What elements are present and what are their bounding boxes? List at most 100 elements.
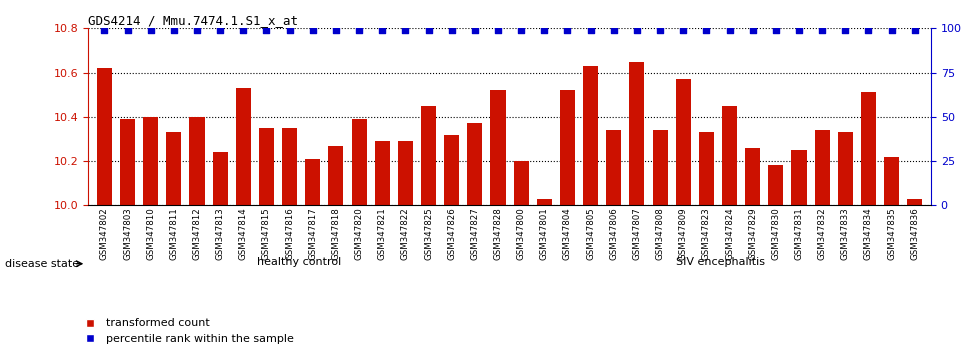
Point	[629, 27, 645, 33]
Bar	[167, 132, 181, 205]
Point	[444, 27, 460, 33]
Bar	[537, 199, 552, 205]
Bar	[745, 148, 760, 205]
Text: GSM347820: GSM347820	[355, 207, 364, 260]
Point	[490, 27, 506, 33]
Text: GSM347822: GSM347822	[401, 207, 410, 260]
Text: GSM347829: GSM347829	[748, 207, 758, 260]
Text: GSM347828: GSM347828	[494, 207, 503, 260]
Text: GSM347812: GSM347812	[192, 207, 202, 260]
Text: GSM347827: GSM347827	[470, 207, 479, 260]
Bar	[814, 130, 830, 205]
Bar	[907, 199, 922, 205]
Text: GSM347826: GSM347826	[447, 207, 457, 260]
Text: GSM347817: GSM347817	[309, 207, 318, 260]
Text: GSM347805: GSM347805	[586, 207, 595, 260]
Bar	[143, 117, 158, 205]
Point	[166, 27, 181, 33]
Bar	[398, 141, 413, 205]
Text: GSM347808: GSM347808	[656, 207, 664, 260]
Point	[838, 27, 854, 33]
Text: GSM347831: GSM347831	[795, 207, 804, 260]
Bar	[282, 128, 297, 205]
Point	[560, 27, 575, 33]
Bar	[699, 132, 714, 205]
Text: GSM347823: GSM347823	[702, 207, 710, 260]
Bar	[259, 128, 274, 205]
Point	[860, 27, 876, 33]
Text: GSM347821: GSM347821	[377, 207, 387, 260]
Bar	[560, 90, 575, 205]
Text: disease state: disease state	[5, 259, 79, 269]
Bar	[722, 106, 737, 205]
Text: GSM347800: GSM347800	[516, 207, 525, 260]
Bar	[374, 141, 390, 205]
Bar	[676, 79, 691, 205]
Point	[791, 27, 807, 33]
Point	[97, 27, 113, 33]
Bar	[884, 157, 900, 205]
Point	[189, 27, 205, 33]
Point	[213, 27, 228, 33]
Point	[583, 27, 599, 33]
Legend: transformed count, percentile rank within the sample: transformed count, percentile rank withi…	[74, 314, 299, 348]
Point	[305, 27, 320, 33]
Point	[884, 27, 900, 33]
Bar	[583, 66, 598, 205]
Text: GSM347804: GSM347804	[563, 207, 572, 260]
Point	[374, 27, 390, 33]
Point	[675, 27, 691, 33]
Bar	[120, 119, 135, 205]
Bar	[514, 161, 528, 205]
Text: GSM347818: GSM347818	[331, 207, 340, 260]
Point	[768, 27, 784, 33]
Bar	[838, 132, 853, 205]
Text: GSM347816: GSM347816	[285, 207, 294, 260]
Point	[467, 27, 483, 33]
Bar	[236, 88, 251, 205]
Bar	[629, 62, 645, 205]
Bar	[305, 159, 320, 205]
Text: GSM347830: GSM347830	[771, 207, 780, 260]
Bar	[861, 92, 876, 205]
Point	[259, 27, 274, 33]
Text: GSM347834: GSM347834	[864, 207, 873, 260]
Point	[143, 27, 159, 33]
Bar	[97, 68, 112, 205]
Bar	[328, 145, 343, 205]
Text: GSM347825: GSM347825	[424, 207, 433, 260]
Point	[814, 27, 830, 33]
Point	[398, 27, 414, 33]
Text: healthy control: healthy control	[257, 257, 341, 267]
Text: GSM347815: GSM347815	[262, 207, 271, 260]
Point	[235, 27, 251, 33]
Text: GSM347813: GSM347813	[216, 207, 224, 260]
Bar	[653, 130, 667, 205]
Text: SIV encephalitis: SIV encephalitis	[676, 257, 764, 267]
Point	[282, 27, 298, 33]
Text: GSM347810: GSM347810	[146, 207, 155, 260]
Text: GSM347801: GSM347801	[540, 207, 549, 260]
Point	[514, 27, 529, 33]
Point	[699, 27, 714, 33]
Point	[606, 27, 621, 33]
Point	[906, 27, 922, 33]
Text: GSM347814: GSM347814	[239, 207, 248, 260]
Text: GSM347806: GSM347806	[610, 207, 618, 260]
Bar	[213, 152, 227, 205]
Bar	[444, 135, 460, 205]
Point	[653, 27, 668, 33]
Text: GSM347809: GSM347809	[679, 207, 688, 260]
Bar	[189, 117, 205, 205]
Text: GSM347802: GSM347802	[100, 207, 109, 260]
Bar	[467, 124, 482, 205]
Text: GSM347835: GSM347835	[887, 207, 896, 260]
Point	[721, 27, 737, 33]
Text: GSM347803: GSM347803	[123, 207, 132, 260]
Point	[328, 27, 344, 33]
Text: GSM347811: GSM347811	[170, 207, 178, 260]
Bar	[792, 150, 807, 205]
Bar	[768, 166, 783, 205]
Text: GSM347807: GSM347807	[632, 207, 642, 260]
Text: GSM347833: GSM347833	[841, 207, 850, 260]
